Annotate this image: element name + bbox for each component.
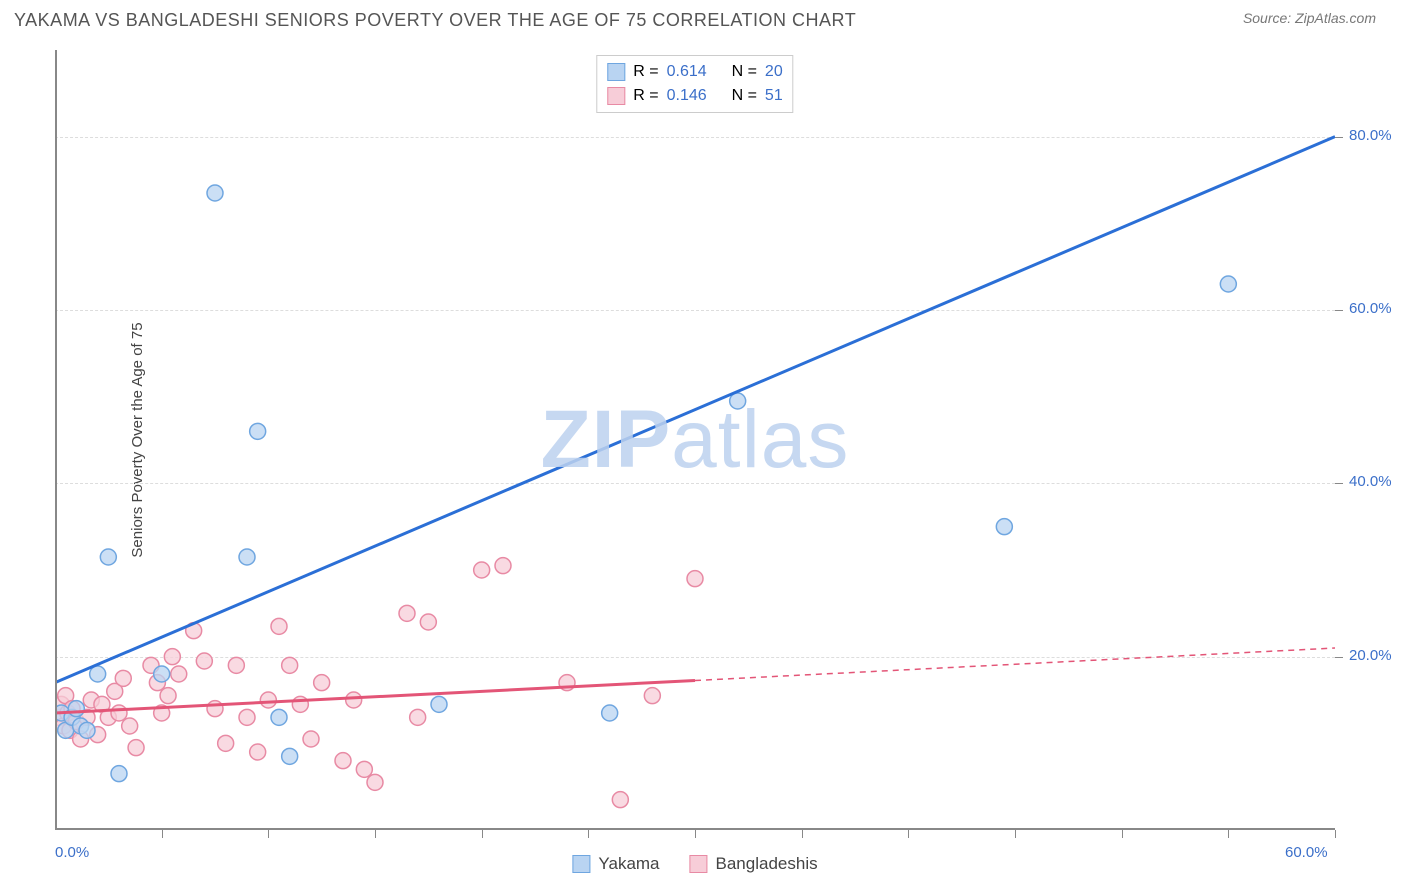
data-point-bangla: [128, 740, 144, 756]
data-point-yakama: [154, 666, 170, 682]
n-label: N =: [732, 60, 757, 84]
data-point-bangla: [164, 649, 180, 665]
r-value-bangla: 0.146: [667, 84, 707, 108]
data-point-yakama: [250, 423, 266, 439]
data-point-bangla: [271, 618, 287, 634]
tick-x: [695, 830, 696, 838]
tick-x: [375, 830, 376, 838]
y-axis-label: 80.0%: [1349, 127, 1392, 144]
swatch-yakama: [607, 63, 625, 81]
data-point-yakama: [431, 696, 447, 712]
data-point-bangla: [495, 558, 511, 574]
data-point-bangla: [612, 792, 628, 808]
trendline-yakama: [55, 137, 1335, 683]
swatch-bangla-2: [690, 855, 708, 873]
data-point-bangla: [260, 692, 276, 708]
data-point-bangla: [111, 705, 127, 721]
data-point-yakama: [282, 748, 298, 764]
data-point-bangla: [218, 735, 234, 751]
tick-y: [1335, 657, 1343, 658]
trendline-bangla-extrapolated: [695, 648, 1335, 681]
data-point-yakama: [271, 709, 287, 725]
data-point-bangla: [196, 653, 212, 669]
data-point-bangla: [356, 761, 372, 777]
chart-title: YAKAMA VS BANGLADESHI SENIORS POVERTY OV…: [14, 10, 856, 31]
data-point-bangla: [399, 605, 415, 621]
data-point-bangla: [367, 774, 383, 790]
tick-x: [1228, 830, 1229, 838]
data-point-yakama: [100, 549, 116, 565]
data-point-yakama: [207, 185, 223, 201]
x-axis-label: 0.0%: [55, 844, 89, 861]
legend-row-yakama: R = 0.614 N = 20: [607, 60, 782, 84]
r-value-yakama: 0.614: [667, 60, 707, 84]
data-point-bangla: [239, 709, 255, 725]
tick-x: [162, 830, 163, 838]
r-label: R =: [633, 84, 658, 108]
data-point-yakama: [111, 766, 127, 782]
tick-x: [1015, 830, 1016, 838]
swatch-yakama-2: [572, 855, 590, 873]
data-point-bangla: [292, 696, 308, 712]
data-point-bangla: [122, 718, 138, 734]
data-point-bangla: [687, 571, 703, 587]
source-credit: Source: ZipAtlas.com: [1243, 10, 1376, 26]
data-point-bangla: [335, 753, 351, 769]
correlation-legend: R = 0.614 N = 20 R = 0.146 N = 51: [596, 55, 793, 113]
legend-item-yakama: Yakama: [572, 854, 659, 874]
n-value-yakama: 20: [765, 60, 783, 84]
tick-x: [802, 830, 803, 838]
data-point-yakama: [602, 705, 618, 721]
tick-x: [482, 830, 483, 838]
swatch-bangla: [607, 87, 625, 105]
data-point-bangla: [250, 744, 266, 760]
series-legend: Yakama Bangladeshis: [572, 854, 817, 874]
data-point-bangla: [160, 688, 176, 704]
x-axis-label: 60.0%: [1285, 844, 1328, 861]
data-point-yakama: [68, 701, 84, 717]
data-point-bangla: [282, 657, 298, 673]
data-point-bangla: [410, 709, 426, 725]
tick-x: [1335, 830, 1336, 838]
legend-label-yakama: Yakama: [598, 854, 659, 874]
data-point-bangla: [346, 692, 362, 708]
scatter-plot: [55, 50, 1335, 830]
tick-x: [588, 830, 589, 838]
data-point-bangla: [474, 562, 490, 578]
data-point-bangla: [207, 701, 223, 717]
y-axis-label: 60.0%: [1349, 300, 1392, 317]
n-label: N =: [732, 84, 757, 108]
chart-area: Seniors Poverty Over the Age of 75 ZIPat…: [55, 50, 1335, 830]
tick-y: [1335, 310, 1343, 311]
y-axis-label: 20.0%: [1349, 647, 1392, 664]
data-point-bangla: [228, 657, 244, 673]
y-axis-line: [55, 50, 57, 830]
legend-row-bangla: R = 0.146 N = 51: [607, 84, 782, 108]
x-axis-line: [55, 828, 1335, 830]
r-label: R =: [633, 60, 658, 84]
n-value-bangla: 51: [765, 84, 783, 108]
data-point-yakama: [1220, 276, 1236, 292]
data-point-bangla: [303, 731, 319, 747]
tick-x: [1122, 830, 1123, 838]
source-prefix: Source:: [1243, 10, 1295, 26]
y-axis-label: 40.0%: [1349, 473, 1392, 490]
data-point-bangla: [115, 670, 131, 686]
tick-y: [1335, 483, 1343, 484]
data-point-bangla: [171, 666, 187, 682]
legend-label-bangla: Bangladeshis: [716, 854, 818, 874]
data-point-yakama: [996, 519, 1012, 535]
legend-item-bangla: Bangladeshis: [690, 854, 818, 874]
tick-x: [908, 830, 909, 838]
tick-x: [268, 830, 269, 838]
data-point-bangla: [420, 614, 436, 630]
tick-y: [1335, 137, 1343, 138]
source-name: ZipAtlas.com: [1295, 10, 1376, 26]
data-point-yakama: [79, 722, 95, 738]
data-point-bangla: [644, 688, 660, 704]
data-point-bangla: [314, 675, 330, 691]
data-point-yakama: [239, 549, 255, 565]
